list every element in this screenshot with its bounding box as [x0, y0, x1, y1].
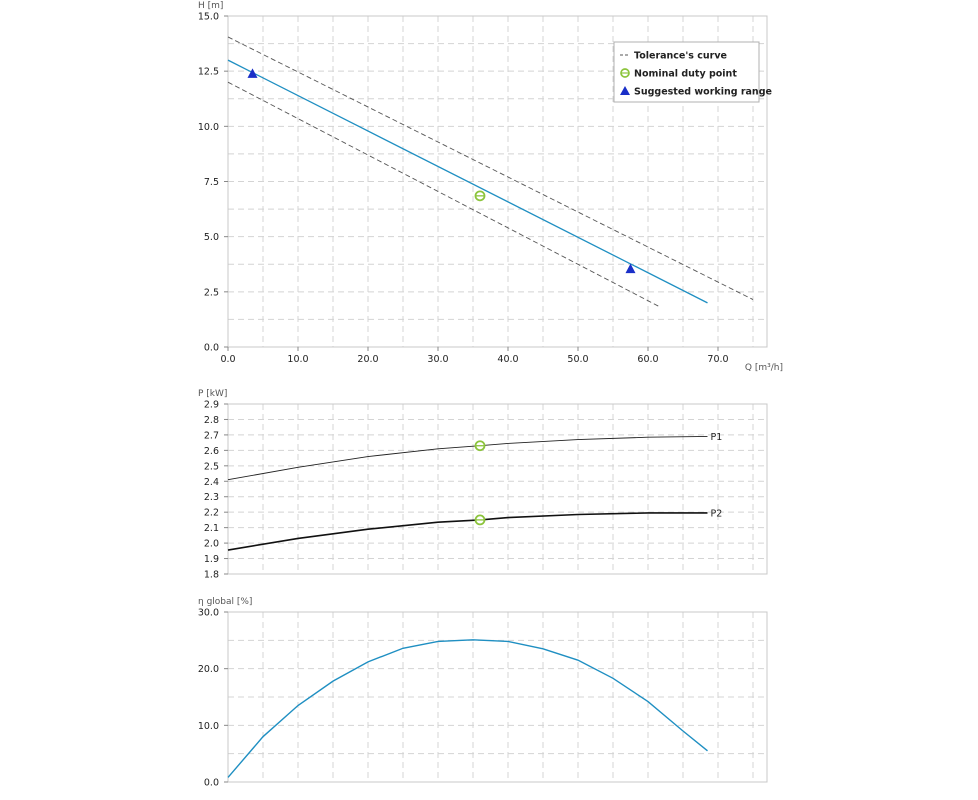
head-chart: [224, 15, 768, 351]
y-tick-label: 15.0: [198, 12, 219, 23]
legend-label: Tolerance's curve: [634, 51, 727, 62]
y-tick-label: 2.5: [204, 287, 219, 298]
x-tick-label: 20.0: [357, 354, 378, 365]
y-tick-label: 2.4: [204, 477, 219, 488]
y-tick-label: 2.2: [204, 508, 219, 519]
x-tick-label: 40.0: [497, 354, 518, 365]
y-axis-label: H [m]: [198, 1, 223, 11]
y-tick-label: 12.5: [198, 67, 219, 78]
x-axis-label: Q [m³/h]: [745, 363, 783, 373]
efficiency-chart: [224, 611, 768, 783]
legend-label: Nominal duty point: [634, 69, 737, 80]
working-range-marker: [625, 263, 636, 274]
legend-label: Suggested working range: [634, 87, 772, 98]
legend-triangle-icon: [620, 86, 630, 95]
y-tick-label: 5.0: [204, 232, 219, 243]
y-axis-label: η global [%]: [198, 597, 252, 607]
series-line-p2: [227, 512, 708, 551]
y-tick-label: 30.0: [198, 608, 219, 619]
power-chart: [224, 403, 768, 575]
y-tick-label: 0.0: [204, 343, 219, 354]
y-axis-label: P [kW]: [198, 389, 227, 399]
power-plot-frame: [227, 403, 768, 575]
efficiency-plot-frame: [227, 611, 768, 783]
y-tick-label: 2.7: [204, 430, 219, 441]
x-tick-label: 60.0: [637, 354, 658, 365]
y-tick-label: 2.1: [204, 523, 219, 534]
y-tick-label: 7.5: [204, 177, 219, 188]
legend-box: [613, 41, 760, 103]
x-tick-label: 30.0: [427, 354, 448, 365]
legend: [613, 41, 760, 103]
y-tick-label: 2.6: [204, 446, 219, 457]
y-tick-label: 2.9: [204, 400, 219, 411]
series-line-tolerance-s-curve-lower: [227, 81, 659, 307]
y-tick-label: 1.9: [204, 554, 219, 565]
y-tick-label: 2.3: [204, 492, 219, 503]
y-tick-label: 0.0: [204, 778, 219, 789]
series-line-tolerance-s-curve: [227, 36, 754, 300]
y-tick-label: 2.8: [204, 415, 219, 426]
y-tick-label: 20.0: [198, 664, 219, 675]
series-label-p2: P2: [711, 508, 723, 519]
y-tick-label: 1.8: [204, 570, 219, 581]
x-tick-label: 10.0: [287, 354, 308, 365]
y-tick-label: 10.0: [198, 122, 219, 133]
x-tick-label: 70.0: [707, 354, 728, 365]
x-tick-label: 50.0: [567, 354, 588, 365]
series-label-p1: P1: [711, 432, 723, 443]
working-range-marker: [247, 68, 258, 78]
series-line--global: [227, 639, 708, 778]
series-line-head-curve: [227, 59, 708, 304]
x-tick-label: 0.0: [220, 354, 235, 365]
y-tick-label: 2.5: [204, 461, 219, 472]
y-tick-label: 10.0: [198, 721, 219, 732]
y-tick-label: 2.0: [204, 539, 219, 550]
series-line-p1: [227, 436, 708, 481]
